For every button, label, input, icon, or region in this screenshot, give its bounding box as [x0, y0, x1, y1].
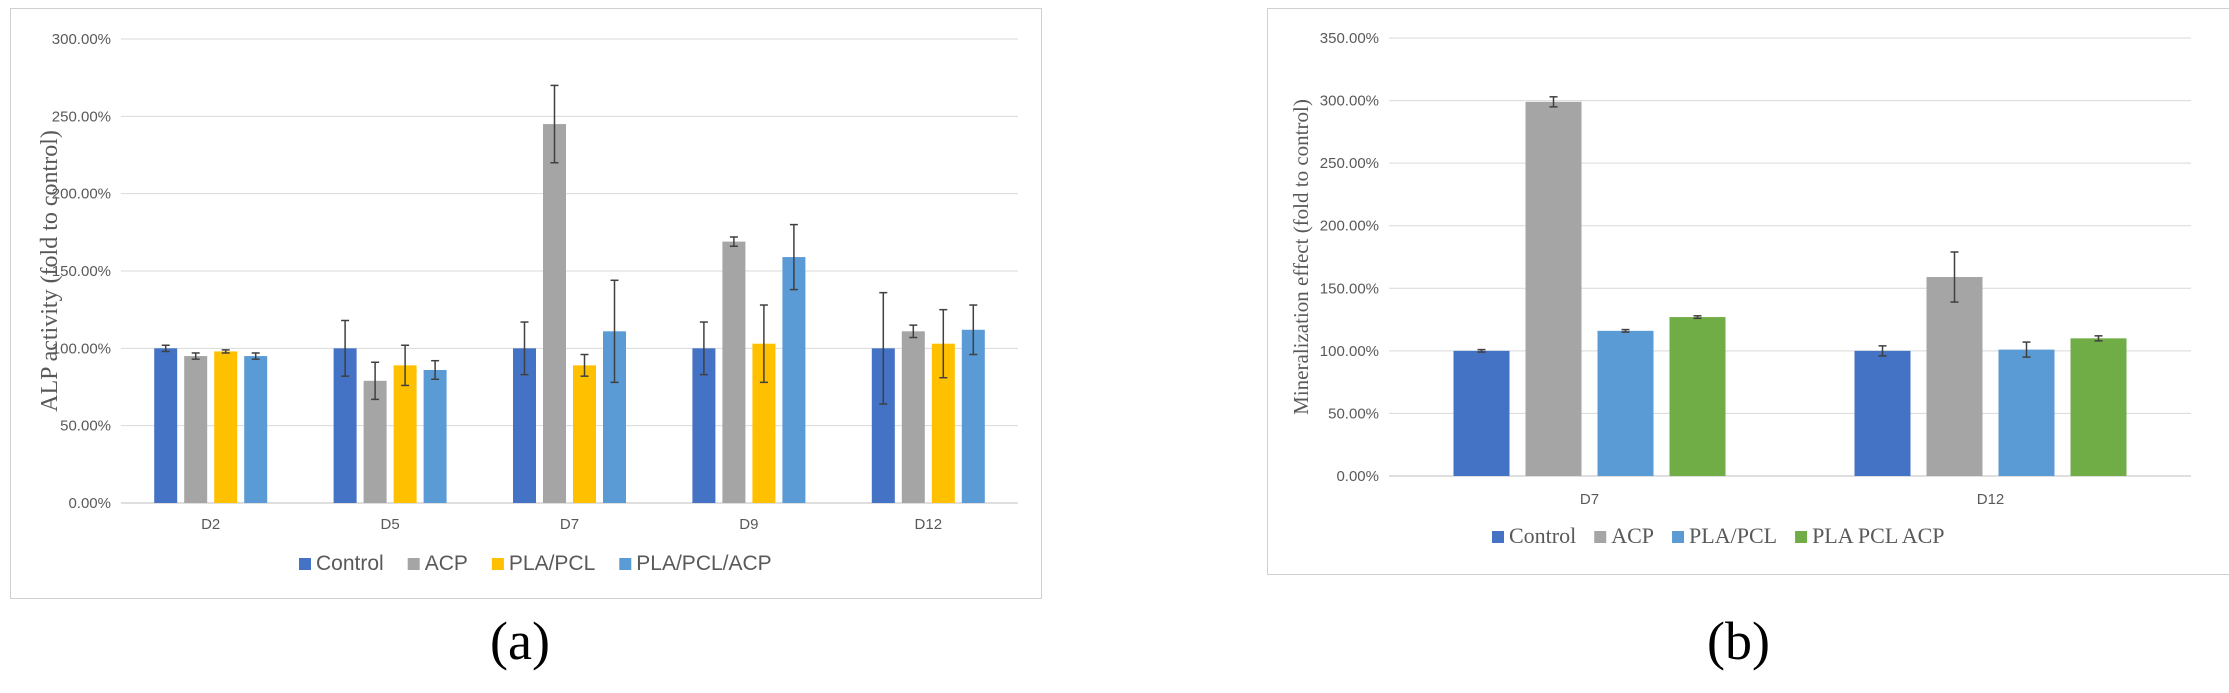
y-axis-title: ALP activity (fold to control) — [37, 130, 63, 412]
chart-panel-a: 0.00% 50.00% 100.00% 150.00% 200.00% 250.00% 3… — [10, 8, 1042, 599]
y-tick-label: 150.00% — [1320, 280, 1379, 297]
x-category-label: D12 — [915, 516, 943, 533]
bar — [214, 351, 238, 503]
y-tick-label: 250.00% — [52, 108, 111, 125]
legend-label: ACP — [1611, 523, 1654, 548]
bar — [333, 348, 357, 503]
y-tick-label: 150.00% — [52, 263, 111, 280]
y-tick-label: 0.00% — [1336, 468, 1379, 485]
legend-swatch — [1795, 531, 1808, 543]
bar — [871, 348, 895, 503]
alp-activity-chart: 0.00% 50.00% 100.00% 150.00% 200.00% 250.00% 3… — [37, 31, 1018, 575]
x-category-label: D12 — [1977, 491, 2005, 508]
bar — [1669, 317, 1726, 476]
bar — [423, 369, 447, 503]
bar — [901, 331, 925, 503]
bar — [1525, 101, 1582, 476]
legend-label: Control — [1509, 523, 1576, 548]
bar — [1998, 349, 2055, 476]
bar — [573, 365, 596, 503]
bar — [961, 329, 985, 503]
y-tick-label: 350.00% — [1320, 30, 1379, 47]
legend-label: PLA PCL ACP — [1812, 523, 1944, 548]
panel-label-a: (a) — [490, 611, 550, 671]
legend-swatch — [1594, 531, 1607, 543]
y-tick-label: 200.00% — [1320, 218, 1379, 235]
bar — [1854, 350, 1911, 476]
bar — [393, 365, 417, 503]
bar — [1453, 350, 1510, 476]
bar — [692, 348, 716, 503]
bar — [244, 356, 268, 503]
legend-swatch — [1672, 531, 1685, 543]
y-axis-title: Mineralization effect (fold to control) — [1289, 99, 1313, 415]
legend-label: PLA/PCL — [509, 552, 595, 575]
bar — [184, 356, 208, 503]
legend-swatch — [407, 558, 420, 570]
bar — [782, 257, 806, 503]
x-category-label: D5 — [381, 516, 400, 533]
bar — [603, 331, 626, 503]
legend-label: ACP — [425, 552, 468, 575]
bar — [722, 241, 746, 503]
x-category-label: D9 — [739, 516, 758, 533]
bar — [752, 343, 776, 503]
y-tick-label: 250.00% — [1320, 155, 1379, 172]
x-category-label: D2 — [201, 516, 220, 533]
legend-swatch — [619, 558, 632, 570]
bar — [154, 348, 178, 503]
bar — [1926, 277, 1983, 476]
y-tick-label: 100.00% — [52, 340, 111, 357]
panel-label-b: (b) — [1707, 611, 1770, 671]
x-category-label: D7 — [560, 516, 579, 533]
chart-panel-b: 0.00% 50.00% 100.00% 150.00% 200.00% 250.00% 3… — [1267, 8, 2229, 575]
legend-swatch — [299, 558, 311, 570]
bar — [931, 343, 955, 503]
bar — [1597, 330, 1654, 476]
y-tick-label: 50.00% — [1328, 405, 1379, 422]
legend-label: Control — [316, 552, 384, 575]
y-tick-label: 200.00% — [52, 186, 111, 203]
y-tick-label: 50.00% — [60, 418, 111, 435]
y-tick-label: 100.00% — [1320, 343, 1379, 360]
legend-swatch — [1492, 531, 1504, 543]
legend-swatch — [491, 558, 504, 570]
legend-label: PLA/PCL/ACP — [636, 552, 771, 575]
bar — [513, 348, 536, 503]
bar — [2070, 338, 2127, 476]
y-tick-label: 0.00% — [68, 495, 111, 512]
y-tick-label: 300.00% — [1320, 93, 1379, 110]
y-tick-label: 300.00% — [52, 31, 111, 48]
bar — [543, 124, 566, 504]
bar — [363, 380, 387, 503]
legend-label: PLA/PCL — [1689, 523, 1777, 548]
mineralization-chart: 0.00% 50.00% 100.00% 150.00% 200.00% 250.00% 3… — [1289, 30, 2191, 548]
x-category-label: D7 — [1580, 491, 1599, 508]
